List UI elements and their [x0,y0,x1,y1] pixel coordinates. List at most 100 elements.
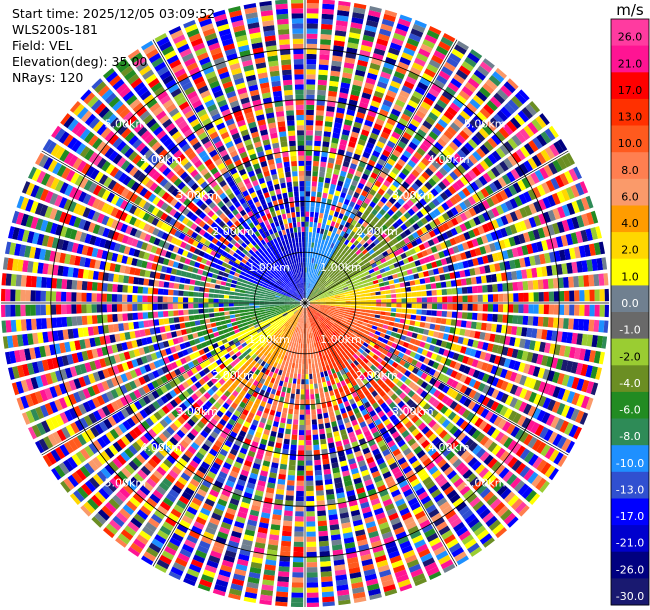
velocity-gate [292,424,298,430]
velocity-gate [305,267,307,273]
velocity-gate [334,30,347,37]
velocity-gate [451,182,461,192]
velocity-gate [386,303,392,307]
velocity-gate [428,88,440,98]
velocity-gate [296,480,304,486]
velocity-gate [325,235,331,242]
velocity-gate [541,266,548,277]
velocity-gate [292,577,304,583]
velocity-gate [211,327,218,333]
velocity-gate [309,289,312,294]
velocity-gate [368,268,375,274]
velocity-gate [462,106,474,117]
velocity-gate [416,52,429,63]
velocity-gate [414,279,421,285]
velocity-gate [437,215,446,224]
velocity-gate [444,273,451,280]
velocity-gate [344,210,351,217]
velocity-gate [305,455,313,461]
velocity-gate [451,311,458,318]
velocity-gate [386,248,393,255]
velocity-gate [316,490,324,496]
velocity-gate [306,551,317,558]
velocity-gate [334,164,341,171]
velocity-gate [380,196,388,204]
velocity-gate [318,238,322,244]
velocity-gate [291,388,296,394]
velocity-gate [390,268,397,275]
velocity-gate [534,341,541,352]
velocity-gate [329,282,335,287]
velocity-gate [358,261,365,267]
velocity-gate [317,283,322,288]
velocity-gate [305,231,309,237]
velocity-gate [320,566,332,572]
velocity-gate [294,516,304,522]
velocity-gate [489,333,496,342]
velocity-gate [311,291,316,296]
velocity-gate [574,304,580,316]
velocity-gate [527,230,536,242]
velocity-gate [309,383,314,390]
velocity-gate [312,292,317,297]
velocity-gate [400,265,407,271]
velocity-gate [456,149,467,160]
velocity-gate [417,81,429,91]
velocity-gate [308,294,312,299]
velocity-gate [306,516,316,522]
velocity-gate [510,168,520,180]
velocity-gate [459,110,471,121]
velocity-gate [328,509,338,516]
velocity-gate [317,510,326,517]
velocity-gate [332,216,338,223]
velocity-gate [449,272,456,279]
velocity-gate [350,131,359,139]
velocity-gate [475,276,482,284]
velocity-gate [446,288,453,295]
velocity-gate [305,242,308,248]
velocity-gate [407,71,419,81]
velocity-gate [408,274,415,281]
velocity-gate [425,135,436,145]
velocity-gate [354,311,361,315]
velocity-gate [306,465,313,471]
velocity-gate [321,255,326,262]
velocity-gate [519,207,528,218]
velocity-gate [324,417,330,424]
velocity-gate [372,279,379,285]
velocity-gate [369,62,381,71]
velocity-gate [556,331,563,342]
velocity-gate [514,337,521,348]
velocity-gate [332,132,340,139]
velocity-gate [318,176,325,183]
velocity-gate [315,480,323,486]
velocity-gate [305,343,308,349]
velocity-gate [396,303,402,308]
velocity-gate [314,296,319,299]
velocity-gate [340,296,346,300]
velocity-gate [360,264,367,270]
velocity-gate [362,242,369,249]
velocity-gate [300,348,303,354]
velocity-gate [369,105,379,113]
velocity-gate [402,203,411,211]
velocity-gate [317,520,327,527]
velocity-gate [343,265,349,271]
velocity-gate [306,104,315,110]
velocity-gate [320,304,326,307]
velocity-gate [426,310,432,316]
velocity-gate [325,203,331,210]
velocity-gate [386,259,393,266]
velocity-gate [391,298,397,303]
velocity-gate [502,283,508,292]
velocity-gate [306,572,318,578]
velocity-gate [237,323,244,329]
velocity-gate [494,263,501,272]
velocity-gate [317,181,324,188]
velocity-gate [298,363,302,369]
velocity-gate [411,267,418,274]
velocity-gate [308,267,311,273]
velocity-gate [412,254,419,261]
velocity-gate [276,591,289,598]
velocity-gate [415,285,422,291]
